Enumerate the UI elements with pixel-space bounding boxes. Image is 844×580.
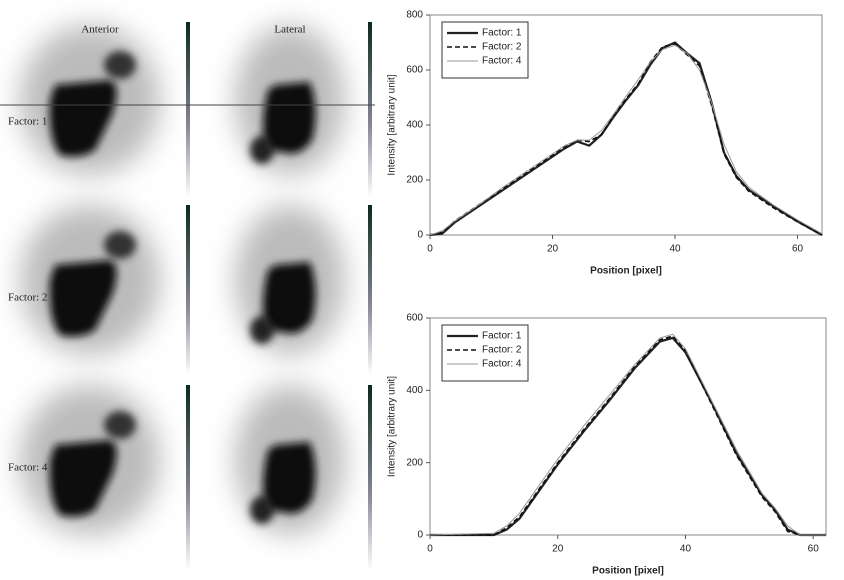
series-line xyxy=(430,335,826,536)
y-tick-label: 800 xyxy=(406,10,423,21)
anterior-image xyxy=(20,385,160,535)
row-label: Factor: 2 xyxy=(8,292,47,304)
image-row xyxy=(20,22,372,197)
legend-label: Factor: 2 xyxy=(482,345,522,356)
y-tick-label: 0 xyxy=(417,530,423,541)
series-line xyxy=(430,336,826,537)
y-tick-label: 400 xyxy=(406,385,423,396)
legend-label: Factor: 4 xyxy=(482,359,522,370)
color-bar xyxy=(368,205,372,375)
series-line xyxy=(429,44,823,236)
y-tick-label: 200 xyxy=(406,175,423,186)
color-bar xyxy=(186,385,190,570)
lateral-image xyxy=(235,385,345,535)
x-tick-label: 40 xyxy=(680,544,692,555)
color-bar xyxy=(186,22,190,197)
legend-label: Factor: 4 xyxy=(482,56,522,67)
legend-box xyxy=(441,324,529,382)
y-tick-label: 0 xyxy=(417,230,423,241)
x-tick-label: 20 xyxy=(547,244,559,255)
color-bar xyxy=(186,205,190,375)
image-row xyxy=(20,385,372,570)
series-line xyxy=(429,43,823,236)
legend-label: Factor: 1 xyxy=(482,28,522,39)
x-tick-label: 0 xyxy=(427,544,433,555)
color-bar xyxy=(368,385,372,570)
column-label: Anterior xyxy=(81,24,119,36)
x-axis-label: Position [pixel] xyxy=(590,266,662,277)
series-line xyxy=(429,333,826,536)
x-tick-label: 60 xyxy=(792,244,804,255)
legend-label: Factor: 2 xyxy=(482,42,522,53)
legend-label: Factor: 1 xyxy=(482,331,522,342)
anterior-image xyxy=(20,25,160,175)
anterior-image xyxy=(20,205,160,355)
lateral-image xyxy=(235,25,345,175)
y-tick-label: 200 xyxy=(406,457,423,468)
y-tick-label: 600 xyxy=(406,313,423,324)
row-label: Factor: 4 xyxy=(8,462,48,474)
image-row xyxy=(20,205,372,375)
color-bar xyxy=(368,22,372,197)
y-tick-label: 600 xyxy=(406,65,423,76)
x-tick-label: 60 xyxy=(808,544,820,555)
row-label: Factor: 1 xyxy=(8,116,47,128)
lateral-image xyxy=(235,205,345,355)
plot-frame xyxy=(429,317,827,536)
y-axis-label: Intensity [arbitrary unit] xyxy=(387,74,398,175)
x-tick-label: 20 xyxy=(552,544,564,555)
x-tick-label: 40 xyxy=(669,244,681,255)
x-axis-label: Position [pixel] xyxy=(592,566,664,577)
column-label: Lateral xyxy=(274,24,305,36)
y-tick-label: 400 xyxy=(406,120,423,131)
y-axis-label: Intensity [arbitrary unit] xyxy=(387,376,398,477)
legend-box xyxy=(441,21,529,79)
x-tick-label: 0 xyxy=(427,244,433,255)
